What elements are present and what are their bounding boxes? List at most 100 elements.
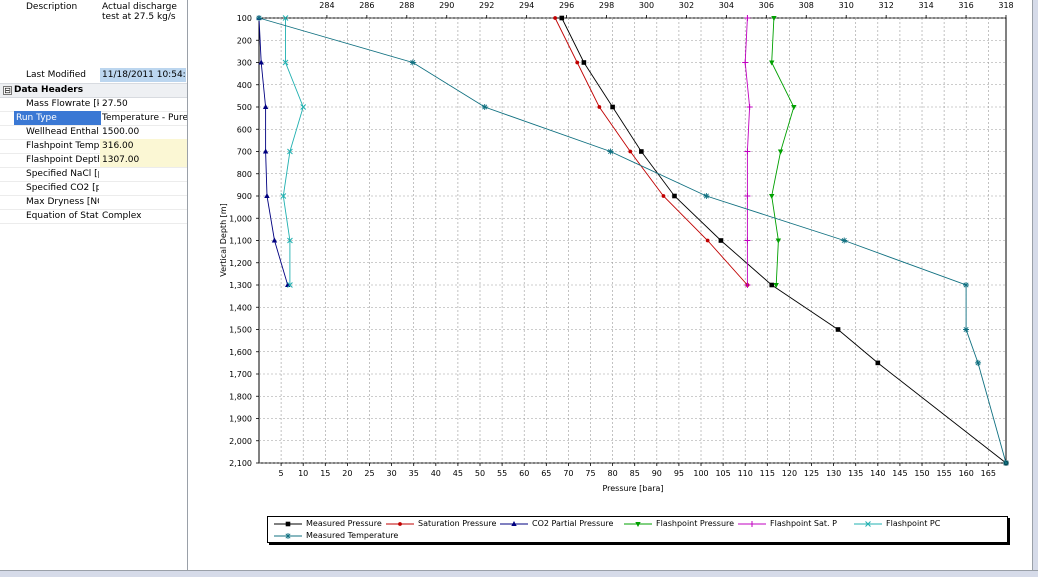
data-headers-section[interactable]: ⊟ Data Headers bbox=[0, 83, 187, 98]
data-point bbox=[841, 237, 848, 244]
x-tick-label: 120 bbox=[782, 469, 797, 478]
data-point bbox=[271, 237, 278, 243]
window-border-right bbox=[1032, 0, 1038, 570]
data-point bbox=[581, 60, 587, 65]
data-point bbox=[282, 59, 289, 66]
x2-tick-label: 306 bbox=[759, 1, 774, 10]
description-value[interactable]: Actual discharge test at 27.5 kg/s bbox=[102, 2, 177, 22]
x2-tick-label: 288 bbox=[399, 1, 414, 10]
last-modified-row[interactable]: Last Modified 11/18/2011 10:54:49 bbox=[0, 68, 187, 82]
chart-legend: Measured Pressure Saturation Pressure CO… bbox=[267, 516, 1008, 543]
series-6 bbox=[256, 15, 1009, 466]
y-axis-label: Vertical Depth [m] bbox=[219, 203, 228, 276]
x2-tick-label: 290 bbox=[439, 1, 454, 10]
y-tick-label: 800 bbox=[237, 170, 252, 179]
window-border-bottom bbox=[0, 570, 1038, 577]
last-modified-value[interactable]: 11/18/2011 10:54:49 bbox=[100, 68, 186, 82]
legend-marker bbox=[285, 521, 291, 527]
data-point bbox=[769, 282, 775, 288]
legend-marker bbox=[511, 521, 517, 526]
legend-marker bbox=[635, 522, 641, 527]
property-value[interactable]: 316.00 bbox=[100, 139, 187, 153]
data-point bbox=[775, 238, 782, 244]
property-value[interactable]: 1307.00 bbox=[100, 153, 187, 167]
series-3 bbox=[769, 16, 797, 288]
data-point bbox=[963, 326, 970, 333]
property-label: Wellhead Enthalpy bbox=[26, 127, 99, 137]
y-tick-label: 1,500 bbox=[229, 326, 252, 335]
x-tick-label: 25 bbox=[364, 469, 374, 478]
property-value[interactable]: 1500.00 bbox=[102, 127, 140, 137]
data-point bbox=[661, 194, 666, 198]
data-point bbox=[597, 105, 602, 109]
property-row[interactable]: Equation of State Complex bbox=[0, 209, 187, 224]
legend-label: CO2 Partial Pressure bbox=[532, 519, 614, 528]
y-tick-label: 500 bbox=[237, 103, 252, 112]
property-value[interactable]: 27.50 bbox=[102, 99, 128, 109]
y-tick-label: 100 bbox=[237, 14, 252, 23]
legend-marker bbox=[398, 522, 402, 526]
collapse-icon[interactable]: ⊟ bbox=[3, 86, 12, 95]
data-point bbox=[835, 327, 841, 332]
data-point bbox=[282, 15, 289, 21]
property-row[interactable]: Flashpoint Temper 316.00 bbox=[0, 139, 187, 154]
series-line bbox=[258, 17, 1007, 464]
y-tick-label: 1,600 bbox=[229, 348, 252, 357]
description-row[interactable]: Description Actual discharge test at 27.… bbox=[0, 0, 187, 66]
data-point bbox=[718, 238, 724, 243]
x-axis-ticks: 5 10 15 20 25 30 35 40 45 50 55 60 65 70 75 80 85 90 95 100… bbox=[279, 463, 996, 478]
y-tick-label: 200 bbox=[237, 36, 252, 45]
legend-swatch bbox=[624, 522, 652, 527]
data-point bbox=[300, 104, 307, 110]
y-tick-label: 1,400 bbox=[229, 303, 252, 312]
property-row[interactable]: Specified NaCl [ppr bbox=[0, 167, 187, 182]
property-row-selected[interactable]: Run Type Temperature - Pure bbox=[0, 111, 187, 126]
property-label: Max Dryness [NON bbox=[26, 197, 99, 207]
data-point bbox=[769, 60, 775, 66]
data-point bbox=[744, 193, 751, 199]
legend-marker bbox=[865, 521, 871, 527]
y-tick-label: 1,300 bbox=[229, 281, 252, 290]
y-tick-label: 1,100 bbox=[229, 237, 252, 246]
y-tick-label: 1,700 bbox=[229, 370, 252, 379]
x-tick-label: 125 bbox=[804, 469, 819, 478]
legend-swatch bbox=[738, 521, 766, 527]
y-tick-label: 300 bbox=[237, 59, 252, 68]
x-tick-label: 75 bbox=[585, 469, 595, 478]
x2-tick-label: 296 bbox=[559, 1, 574, 10]
x-axis-label: Pressure [bara] bbox=[602, 484, 663, 493]
data-point bbox=[875, 360, 881, 366]
property-value[interactable] bbox=[100, 195, 187, 209]
legend-label: Measured Pressure bbox=[306, 519, 382, 528]
property-row[interactable]: Mass Flowrate [kg 27.50 bbox=[0, 97, 187, 112]
property-value[interactable]: Complex bbox=[102, 211, 142, 221]
x-tick-label: 10 bbox=[298, 469, 308, 478]
y-tick-label: 900 bbox=[237, 192, 252, 201]
data-point bbox=[1003, 460, 1009, 466]
series-line bbox=[561, 17, 1007, 464]
x-tick-label: 35 bbox=[409, 469, 419, 478]
legend-swatch bbox=[386, 522, 414, 526]
x-tick-label: 140 bbox=[870, 469, 885, 478]
data-point bbox=[628, 149, 633, 154]
y-tick-label: 1,800 bbox=[229, 392, 252, 401]
data-point bbox=[744, 282, 751, 288]
data-point bbox=[963, 282, 970, 288]
property-row[interactable]: Wellhead Enthalpy 1500.00 bbox=[0, 125, 187, 140]
property-value[interactable] bbox=[100, 181, 187, 195]
property-row[interactable]: Max Dryness [NON bbox=[0, 195, 187, 210]
property-row[interactable]: Flashpoint Depth [ 1307.00 bbox=[0, 153, 187, 168]
depth-pressure-chart: 5 10 15 20 25 30 35 40 45 50 55 60 65 70 75 80 85 90 95 100… bbox=[219, 1, 1014, 493]
property-value[interactable] bbox=[100, 167, 187, 181]
property-row[interactable]: Specified CO2 [ppr bbox=[0, 181, 187, 196]
legend-swatch bbox=[274, 521, 302, 527]
data-point bbox=[258, 59, 264, 65]
legend-label: Saturation Pressure bbox=[418, 519, 497, 528]
data-point bbox=[742, 59, 749, 66]
property-value[interactable]: Temperature - Pure bbox=[102, 113, 187, 123]
x2-tick-label: 304 bbox=[719, 1, 734, 10]
x-tick-label: 95 bbox=[674, 469, 684, 478]
y-tick-label: 1,000 bbox=[229, 214, 252, 223]
x2-axis-ticks: 284 286 288 290 292 294 296 298 300 302 304 306 308 3… bbox=[319, 1, 1014, 18]
x-tick-label: 60 bbox=[519, 469, 529, 478]
